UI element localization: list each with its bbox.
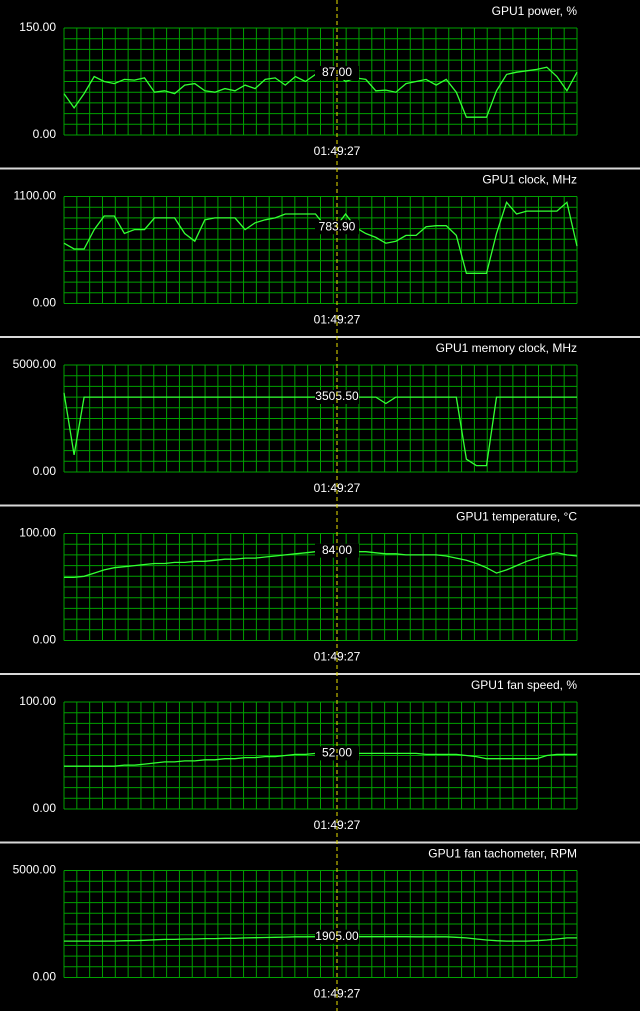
y-tick-label: 0.00 [33, 801, 57, 815]
y-tick-label: 150.00 [19, 20, 56, 34]
panel-separator [0, 673, 640, 675]
cursor-time: 01:49:27 [314, 144, 361, 158]
chart-title: GPU1 fan tachometer, RPM [428, 847, 577, 861]
cursor-time: 01:49:27 [314, 313, 361, 327]
chart-title: GPU1 memory clock, MHz [436, 341, 577, 355]
chart-title: GPU1 temperature, °C [456, 510, 577, 524]
chart-title: GPU1 fan speed, % [471, 678, 577, 692]
cursor-time: 01:49:27 [314, 481, 361, 495]
panel-separator [0, 504, 640, 507]
cursor-time: 01:49:27 [314, 650, 361, 664]
cursor-label-bg [315, 746, 359, 761]
cursor-label-bg [315, 929, 359, 944]
y-tick-label: 1100.00 [14, 189, 57, 203]
panel-separator [0, 336, 640, 338]
cursor-value: 3505.50 [315, 389, 359, 403]
y-tick-label: 100.00 [19, 526, 56, 540]
cursor-time: 01:49:27 [314, 987, 361, 1001]
y-tick-label: 0.00 [33, 633, 57, 647]
panel-separator [0, 841, 640, 844]
y-tick-label: 0.00 [33, 127, 57, 141]
cursor-value: 1905.00 [315, 929, 359, 943]
y-tick-label: 0.00 [33, 970, 57, 984]
chart-title: GPU1 power, % [492, 4, 578, 18]
cursor-time: 01:49:27 [314, 818, 361, 832]
cursor-label-bg [315, 543, 359, 558]
y-tick-label: 0.00 [33, 296, 57, 310]
cursor-label-bg [315, 389, 359, 404]
y-tick-label: 0.00 [33, 464, 57, 478]
y-tick-label: 5000.00 [13, 863, 57, 877]
y-tick-label: 100.00 [19, 694, 56, 708]
panel-separator [0, 167, 640, 170]
chart-title: GPU1 clock, MHz [482, 173, 577, 187]
y-tick-label: 5000.00 [13, 357, 57, 371]
